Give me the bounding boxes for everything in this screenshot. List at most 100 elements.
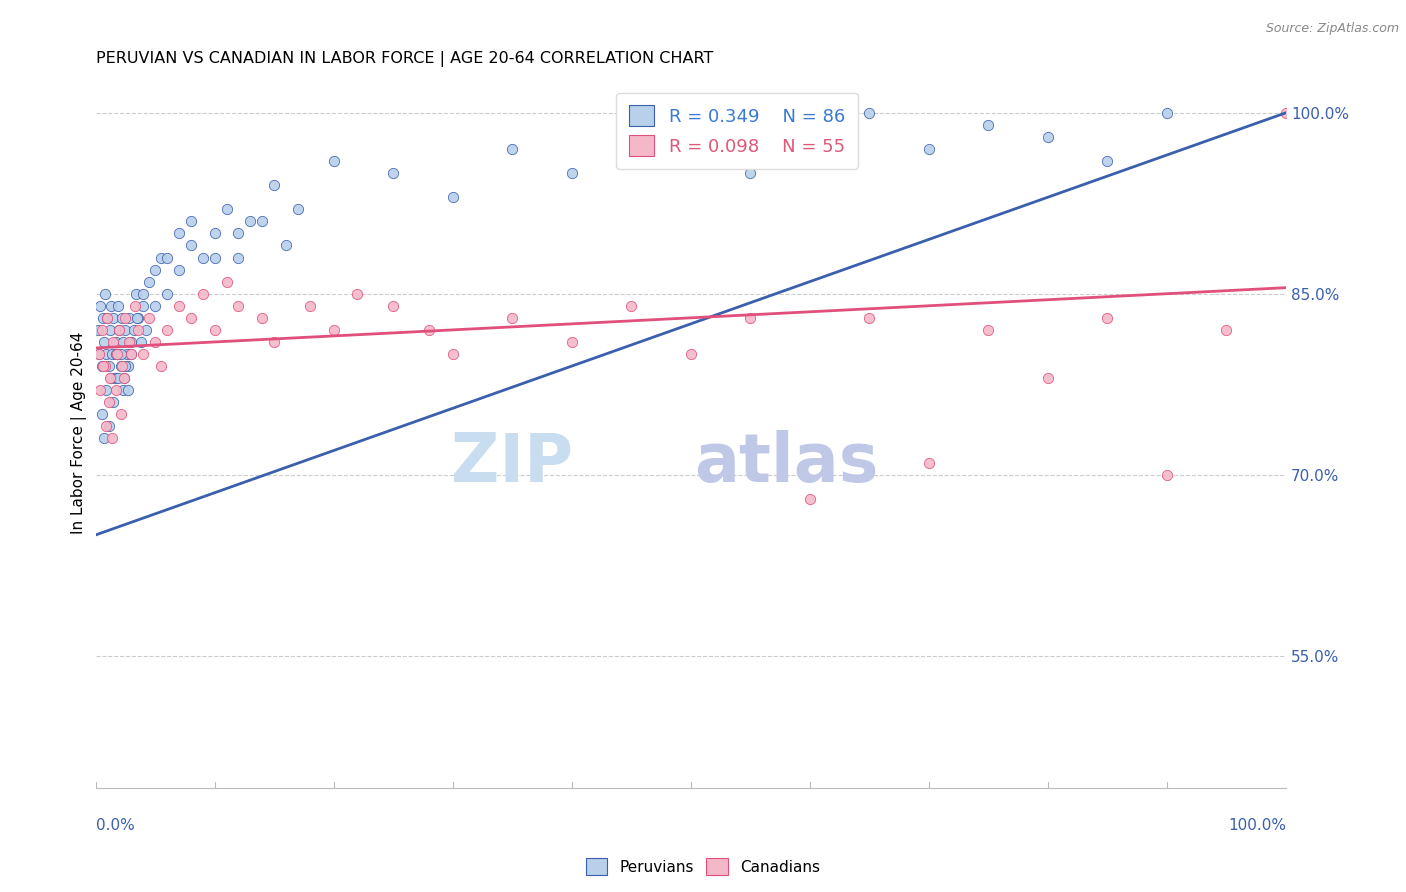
Point [382,166,405,180]
Point [799,129,821,144]
Point [108,323,131,337]
Point [274,238,297,252]
Point [1097,310,1119,325]
Point [156,286,179,301]
Point [124,299,146,313]
Point [252,310,274,325]
Point [108,323,131,337]
Point [91,310,114,325]
Legend: R = 0.349    N = 86, R = 0.098    N = 55: R = 0.349 N = 86, R = 0.098 N = 55 [616,93,858,169]
Point [89,347,111,361]
Text: atlas: atlas [693,430,879,496]
Point [167,227,190,241]
Point [104,334,127,349]
Point [115,347,138,361]
Point [96,310,118,325]
Point [228,299,250,313]
Point [156,251,179,265]
Point [122,323,145,337]
Point [156,323,179,337]
Point [143,262,166,277]
Point [98,371,121,385]
Text: 0.0%: 0.0% [96,819,135,833]
Point [180,238,202,252]
Point [93,432,115,446]
Point [180,214,202,228]
Point [110,408,132,422]
Point [97,395,120,409]
Point [112,371,135,385]
Point [118,334,141,349]
Point [1097,154,1119,169]
Point [858,310,880,325]
Point [104,383,127,397]
Point [112,371,135,385]
Text: PERUVIAN VS CANADIAN IN LABOR FORCE | AGE 20-64 CORRELATION CHART: PERUVIAN VS CANADIAN IN LABOR FORCE | AG… [96,51,713,67]
Point [138,310,160,325]
Point [89,383,111,397]
Point [150,251,173,265]
Point [252,214,274,228]
Point [561,334,583,349]
Point [1215,323,1237,337]
Point [287,202,309,217]
Point [441,347,464,361]
Legend: Peruvians, Canadians: Peruvians, Canadians [582,853,824,880]
Point [382,299,405,313]
Point [120,334,142,349]
Point [1275,105,1298,120]
Point [322,154,344,169]
Point [620,299,643,313]
Point [114,359,136,373]
Point [120,334,142,349]
Point [441,190,464,204]
Point [918,142,941,156]
Point [799,491,821,506]
Point [103,395,125,409]
Point [679,347,702,361]
Point [107,371,129,385]
Point [263,178,285,193]
Point [93,334,115,349]
Point [97,359,120,373]
Point [239,214,262,228]
Point [215,275,238,289]
Point [101,347,124,361]
Point [180,310,202,325]
Point [127,310,149,325]
Point [740,310,762,325]
Point [89,347,111,361]
Point [1036,129,1059,144]
Point [620,129,643,144]
Point [418,323,440,337]
Point [150,359,173,373]
Point [501,310,523,325]
Y-axis label: In Labor Force | Age 20-64: In Labor Force | Age 20-64 [72,331,87,533]
Point [120,347,142,361]
Point [501,142,523,156]
Point [87,323,110,337]
Point [346,286,368,301]
Point [105,347,128,361]
Point [96,347,118,361]
Point [228,227,250,241]
Text: ZIP: ZIP [451,430,574,496]
Point [117,359,139,373]
Point [107,299,129,313]
Point [110,347,132,361]
Point [977,323,1000,337]
Point [191,251,214,265]
Point [138,275,160,289]
Point [143,299,166,313]
Point [94,359,117,373]
Point [110,359,132,373]
Point [104,371,127,385]
Point [117,383,139,397]
Point [101,432,124,446]
Point [114,323,136,337]
Point [89,299,111,313]
Point [143,334,166,349]
Point [298,299,321,313]
Point [1036,371,1059,385]
Point [322,323,344,337]
